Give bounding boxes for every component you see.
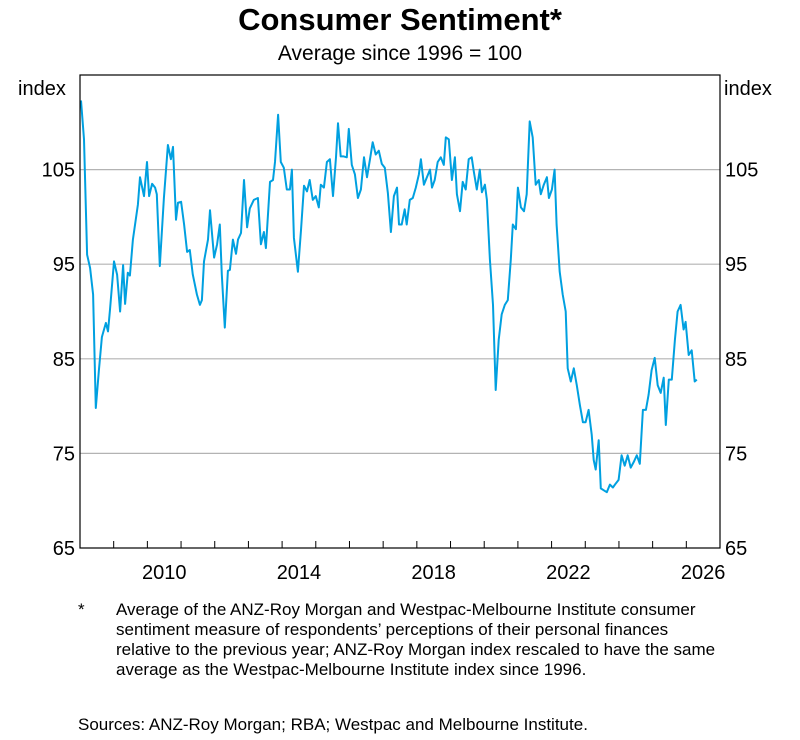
footnote-text: Average of the ANZ-Roy Morgan and Westpa…: [116, 600, 716, 679]
y-tick-label-left: 75: [53, 443, 75, 465]
y-tick-label-right: 95: [725, 254, 747, 276]
x-tick-label: 2022: [546, 562, 591, 584]
footnote: * Average of the ANZ-Roy Morgan and West…: [78, 600, 738, 680]
plot-frame: [79, 74, 721, 549]
chart-subtitle: Average since 1996 = 100: [277, 42, 523, 65]
y-tick-label-left: 65: [53, 538, 75, 560]
chart-title: Consumer Sentiment*: [238, 2, 562, 37]
y-tick-label-left: 105: [42, 160, 75, 182]
y-axis-label-right: index: [724, 78, 772, 100]
y-tick-label-left: 85: [53, 349, 75, 371]
sources: Sources: ANZ-Roy Morgan; RBA; Westpac an…: [78, 715, 588, 734]
y-tick-label-right: 85: [725, 349, 747, 371]
x-tick-label: 2014: [277, 562, 322, 584]
y-tick-label-right: 105: [725, 160, 758, 182]
y-tick-label-left: 95: [53, 254, 75, 276]
series-line-consumer-sentiment: [80, 100, 698, 494]
y-tick-label-right: 75: [725, 443, 747, 465]
x-tick-label: 2018: [411, 562, 456, 584]
y-axis-label-left: index: [18, 78, 66, 100]
x-tick-label: 2026: [681, 562, 726, 584]
y-tick-label-right: 65: [725, 538, 747, 560]
footnote-marker: *: [78, 600, 85, 619]
x-tick-label: 2010: [142, 562, 187, 584]
